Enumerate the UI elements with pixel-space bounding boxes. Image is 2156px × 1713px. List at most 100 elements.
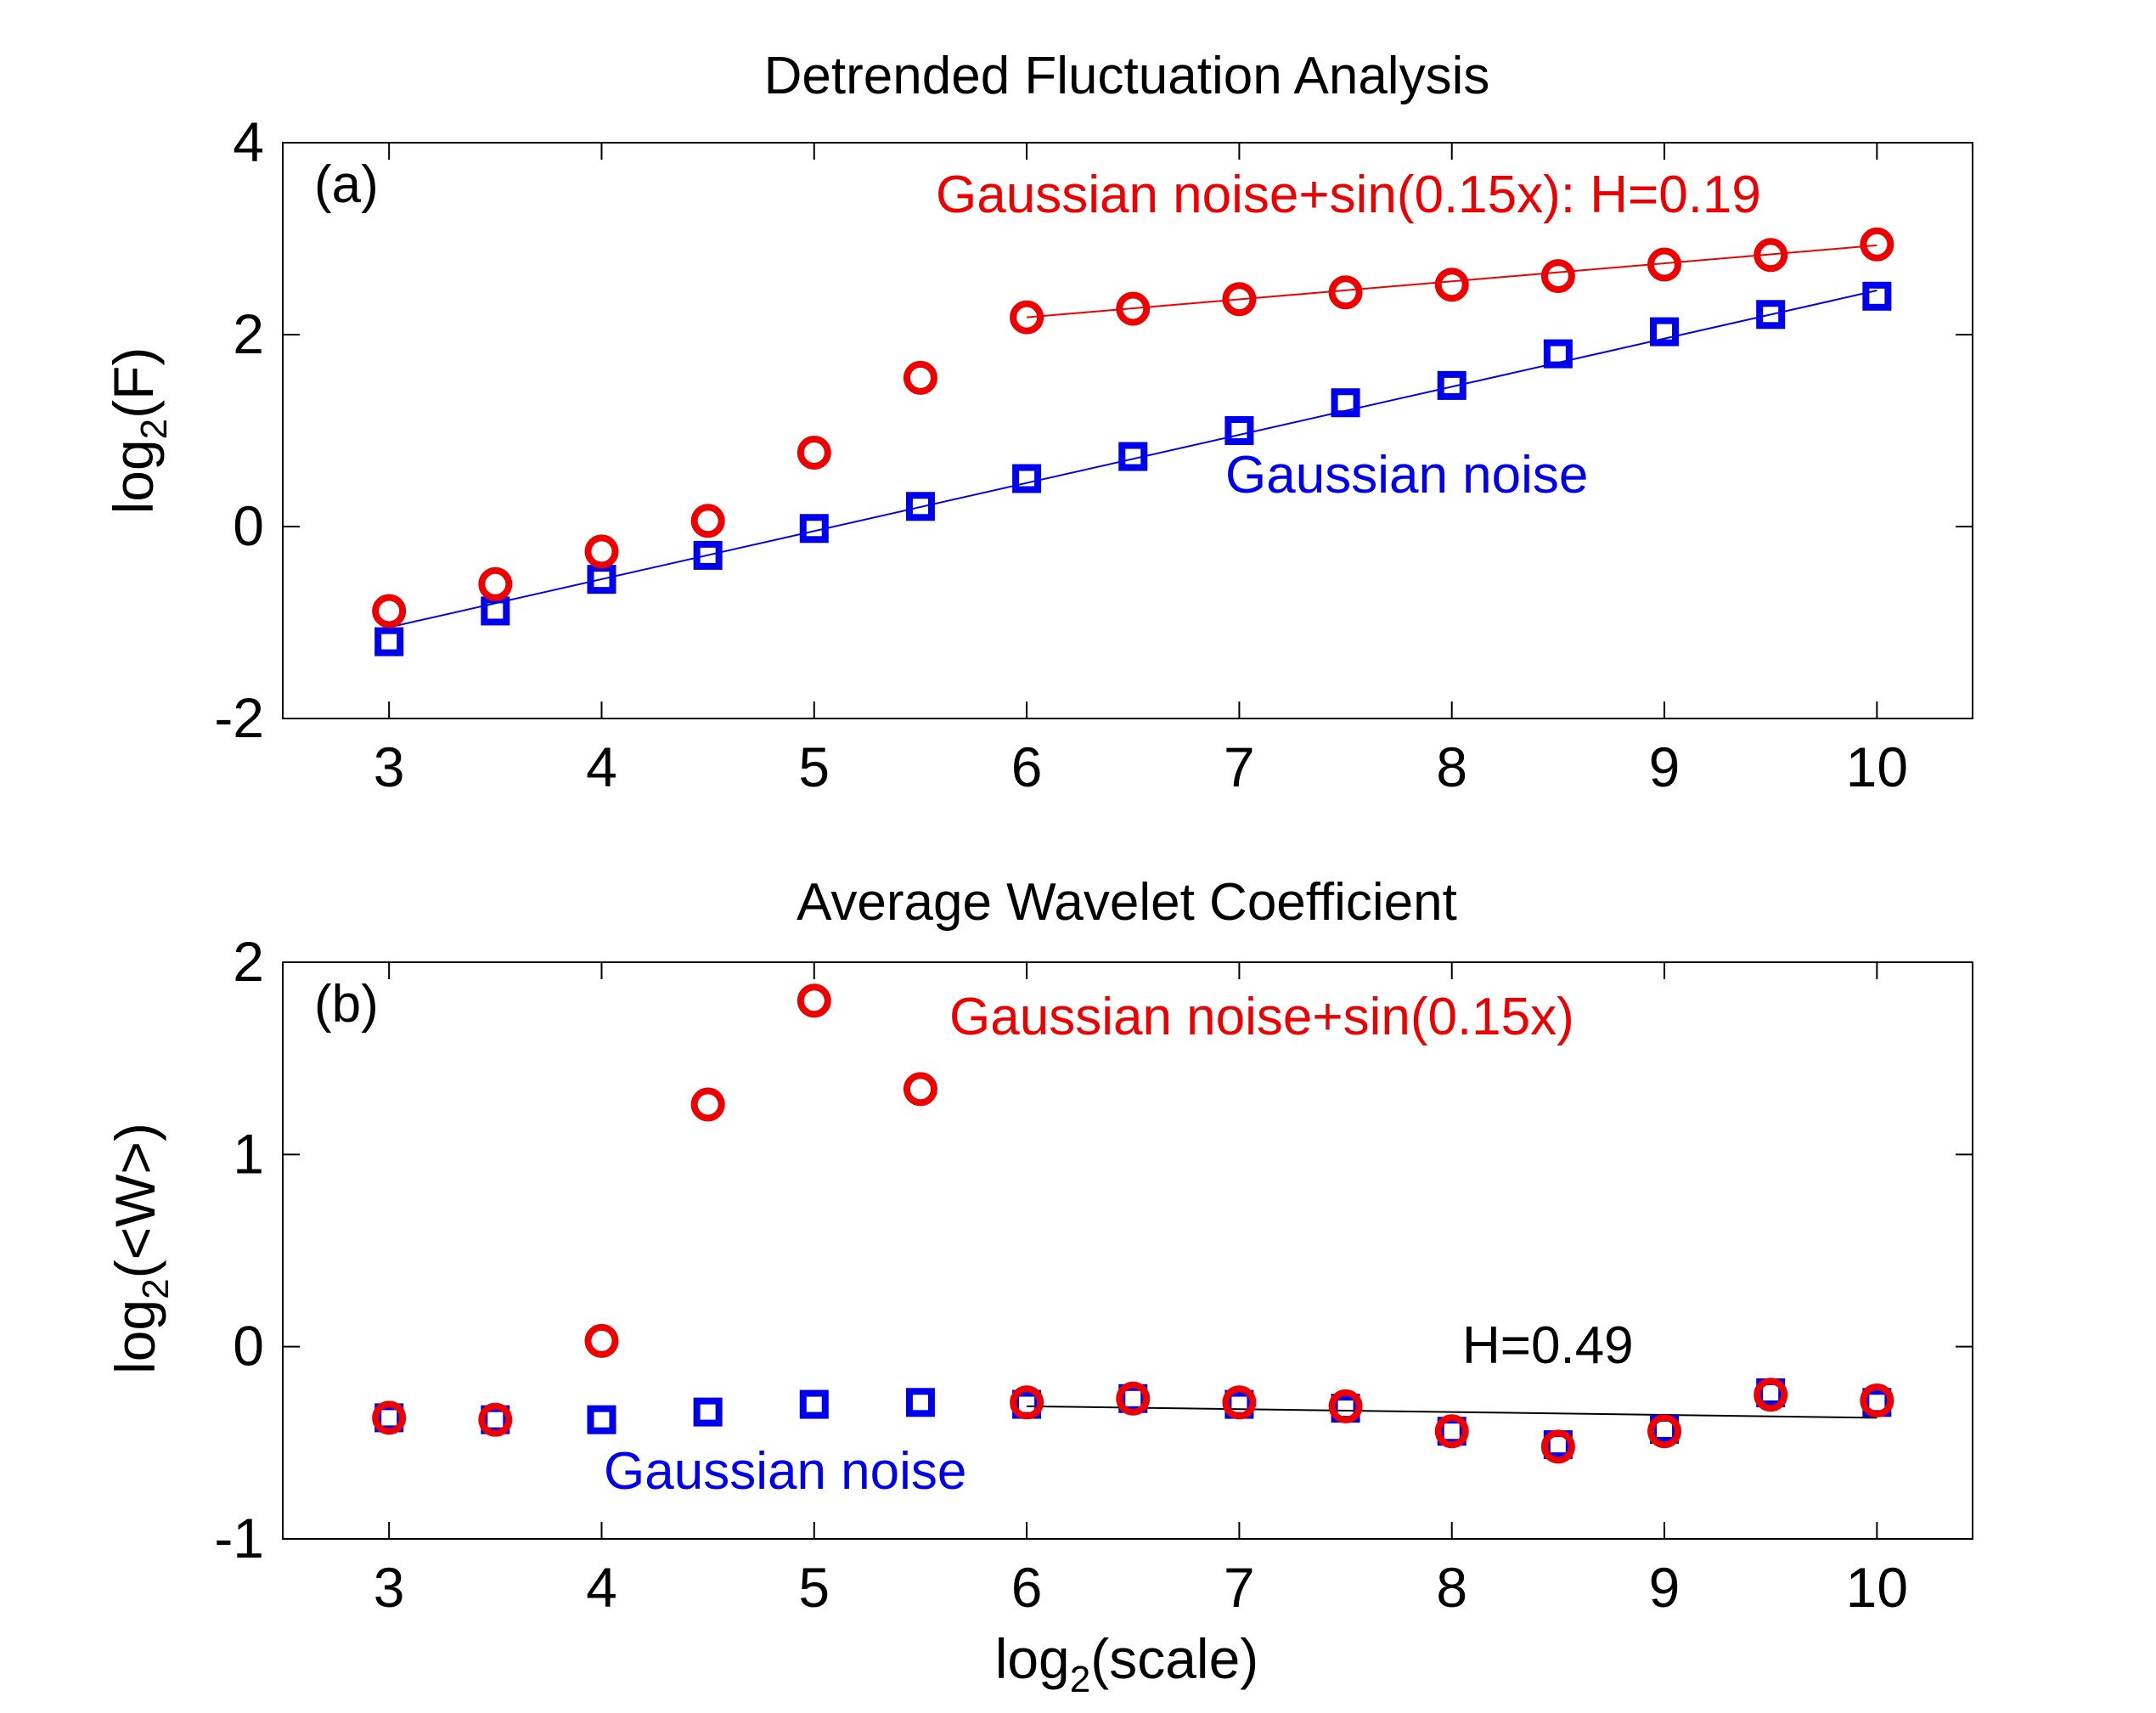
panel-a-fit-lines	[388, 244, 1877, 628]
panel-a-circle-marker-3	[690, 504, 725, 538]
panel-b-circle-marker-14	[1860, 1383, 1894, 1418]
panel-a-circle-marker-2	[584, 534, 619, 569]
panel-a-circle-marker-13	[1754, 238, 1788, 273]
panel-b-circle-marker-8	[1222, 1385, 1257, 1420]
panel-b-circle-marker-5	[903, 1072, 937, 1107]
panel-b-fit-line-1	[1027, 1405, 1877, 1419]
panel-b-xlabel: log2(scale)	[995, 1627, 1259, 1700]
panel-a-xtick-label-0: 3	[374, 735, 405, 798]
panel-b-annotation-gaussian: Gaussian noise	[604, 1442, 966, 1501]
panel-a-xtick-label-2: 5	[798, 735, 830, 798]
panel-b-xtick-label-4: 7	[1224, 1556, 1255, 1619]
panel-b-xtick-label-5: 8	[1436, 1556, 1467, 1619]
panel-b-circle-marker-7	[1116, 1381, 1151, 1416]
panel-a-markers	[372, 227, 1894, 656]
panel-b: Average Wavelet Coefficient 3 4 5 6 7 8 9 10 -1 0…	[104, 873, 1973, 1700]
panel-b-xlabel-sub: 2	[1070, 1659, 1090, 1700]
panel-a-square-marker-14	[1862, 281, 1892, 311]
panel-b-ylabel-rest: (<W>)	[104, 1123, 166, 1278]
panel-a-square-marker-6	[1012, 464, 1042, 493]
panel-a-ylabel-base: log	[102, 439, 165, 514]
panel-a-circle-marker-7	[1116, 291, 1151, 326]
panel-a-circle-marker-6	[1010, 300, 1044, 335]
panel-a: Detrended Fluctuation Analysis 3 4 5 6 7 8 9 10…	[102, 47, 1973, 798]
panel-a-ylabel-rest: (F)	[102, 347, 165, 419]
panel-b-ticks: 3 4 5 6 7 8 9 10 -1 0 1 2	[214, 930, 1973, 1619]
panel-b-circle-marker-9	[1328, 1389, 1363, 1423]
panel-b-xlabel-base: log	[995, 1627, 1070, 1690]
panel-b-ytick-label-1: 0	[233, 1315, 264, 1378]
panel-a-circle-marker-0	[372, 594, 407, 628]
panel-b-circle-marker-2	[584, 1323, 619, 1358]
panel-a-circle-marker-11	[1540, 259, 1575, 294]
panel-b-xtick-label-3: 6	[1011, 1556, 1043, 1619]
panel-a-square-marker-12	[1650, 317, 1680, 347]
panel-a-ytick-label-2: 2	[233, 302, 264, 365]
panel-b-circle-marker-0	[372, 1400, 407, 1435]
panel-b-ylabel: log2(<W>)	[104, 1123, 177, 1374]
panel-a-circle-marker-12	[1647, 247, 1682, 282]
panel-a-ylabel-sub: 2	[133, 419, 175, 439]
panel-b-label: (b)	[314, 975, 379, 1034]
panel-b-circle-marker-4	[797, 983, 831, 1018]
panel-b-title: Average Wavelet Coefficient	[797, 873, 1457, 932]
panel-a-square-marker-8	[1224, 416, 1254, 445]
panel-a-circle-marker-5	[903, 360, 937, 395]
panel-b-ytick-label-3: 2	[233, 930, 264, 993]
panel-b-circle-marker-11	[1540, 1429, 1575, 1464]
panel-b-xtick-label-6: 9	[1649, 1556, 1680, 1619]
panel-b-ylabel-sub: 2	[135, 1278, 177, 1299]
panel-b-axes-box	[282, 961, 1973, 1540]
panel-a-axes-box	[282, 142, 1973, 719]
panel-a-square-marker-7	[1118, 442, 1148, 471]
panel-b-circle-marker-1	[478, 1402, 513, 1437]
panel-a-annotation-gaussian: Gaussian noise	[1225, 446, 1588, 504]
panel-a-circle-marker-10	[1434, 268, 1469, 302]
panel-a-square-marker-3	[693, 540, 723, 570]
panel-b-square-marker-4	[799, 1389, 829, 1419]
panel-a-fit-line-1	[1027, 244, 1877, 318]
panel-a-circle-marker-9	[1328, 275, 1363, 310]
panel-b-ytick-label-0: -1	[214, 1507, 264, 1569]
panel-b-circle-marker-12	[1647, 1414, 1682, 1449]
panel-a-fit-line-0	[388, 290, 1877, 628]
panel-b-xtick-label-1: 4	[586, 1556, 617, 1619]
panel-a-ytick-label-0: -2	[214, 686, 264, 749]
panel-b-circle-marker-10	[1434, 1414, 1469, 1449]
panel-b-ytick-label-2: 1	[233, 1122, 264, 1185]
panel-a-title: Detrended Fluctuation Analysis	[764, 47, 1490, 105]
panel-b-ylabel-base: log	[104, 1299, 166, 1374]
panel-a-square-marker-0	[374, 627, 404, 656]
panel-a-ytick-label-3: 4	[233, 110, 264, 173]
panel-b-xlabel-rest: (scale)	[1090, 1627, 1258, 1690]
panel-a-square-marker-13	[1756, 300, 1786, 330]
panel-b-xtick-label-7: 10	[1846, 1556, 1908, 1619]
panel-a-square-marker-10	[1437, 370, 1466, 400]
panel-a-square-marker-9	[1331, 388, 1360, 418]
panel-b-circle-marker-13	[1754, 1378, 1788, 1412]
panel-b-square-marker-5	[905, 1388, 935, 1417]
panel-a-xtick-label-1: 4	[586, 735, 617, 798]
panel-b-square-marker-2	[587, 1405, 616, 1434]
panel-a-square-marker-11	[1543, 339, 1573, 369]
panel-a-square-marker-4	[799, 514, 829, 544]
panel-a-circle-marker-8	[1222, 282, 1257, 317]
panel-b-square-marker-3	[693, 1397, 723, 1427]
panel-a-ylabel: log2(F)	[102, 347, 175, 515]
panel-a-annotation-sin: Gaussian noise+sin(0.15x): H=0.19	[936, 166, 1761, 224]
panel-a-xtick-label-7: 10	[1846, 735, 1908, 798]
panel-b-circle-marker-3	[690, 1087, 725, 1122]
panel-b-markers	[372, 983, 1894, 1464]
panel-a-ytick-label-1: 0	[233, 494, 264, 557]
panel-a-circle-marker-14	[1860, 227, 1894, 262]
panel-a-xtick-label-4: 7	[1224, 735, 1255, 798]
panel-b-annotation-h: H=0.49	[1462, 1316, 1634, 1375]
panel-b-annotation-sin: Gaussian noise+sin(0.15x)	[949, 988, 1574, 1046]
panel-b-fit-lines	[1027, 1405, 1877, 1419]
panel-b-xtick-label-2: 5	[798, 1556, 830, 1619]
panel-a-label: (a)	[314, 155, 379, 214]
panel-a-xtick-label-3: 6	[1011, 735, 1043, 798]
panel-a-ticks: 3 4 5 6 7 8 9 10 -2 0 2 4	[214, 110, 1973, 798]
